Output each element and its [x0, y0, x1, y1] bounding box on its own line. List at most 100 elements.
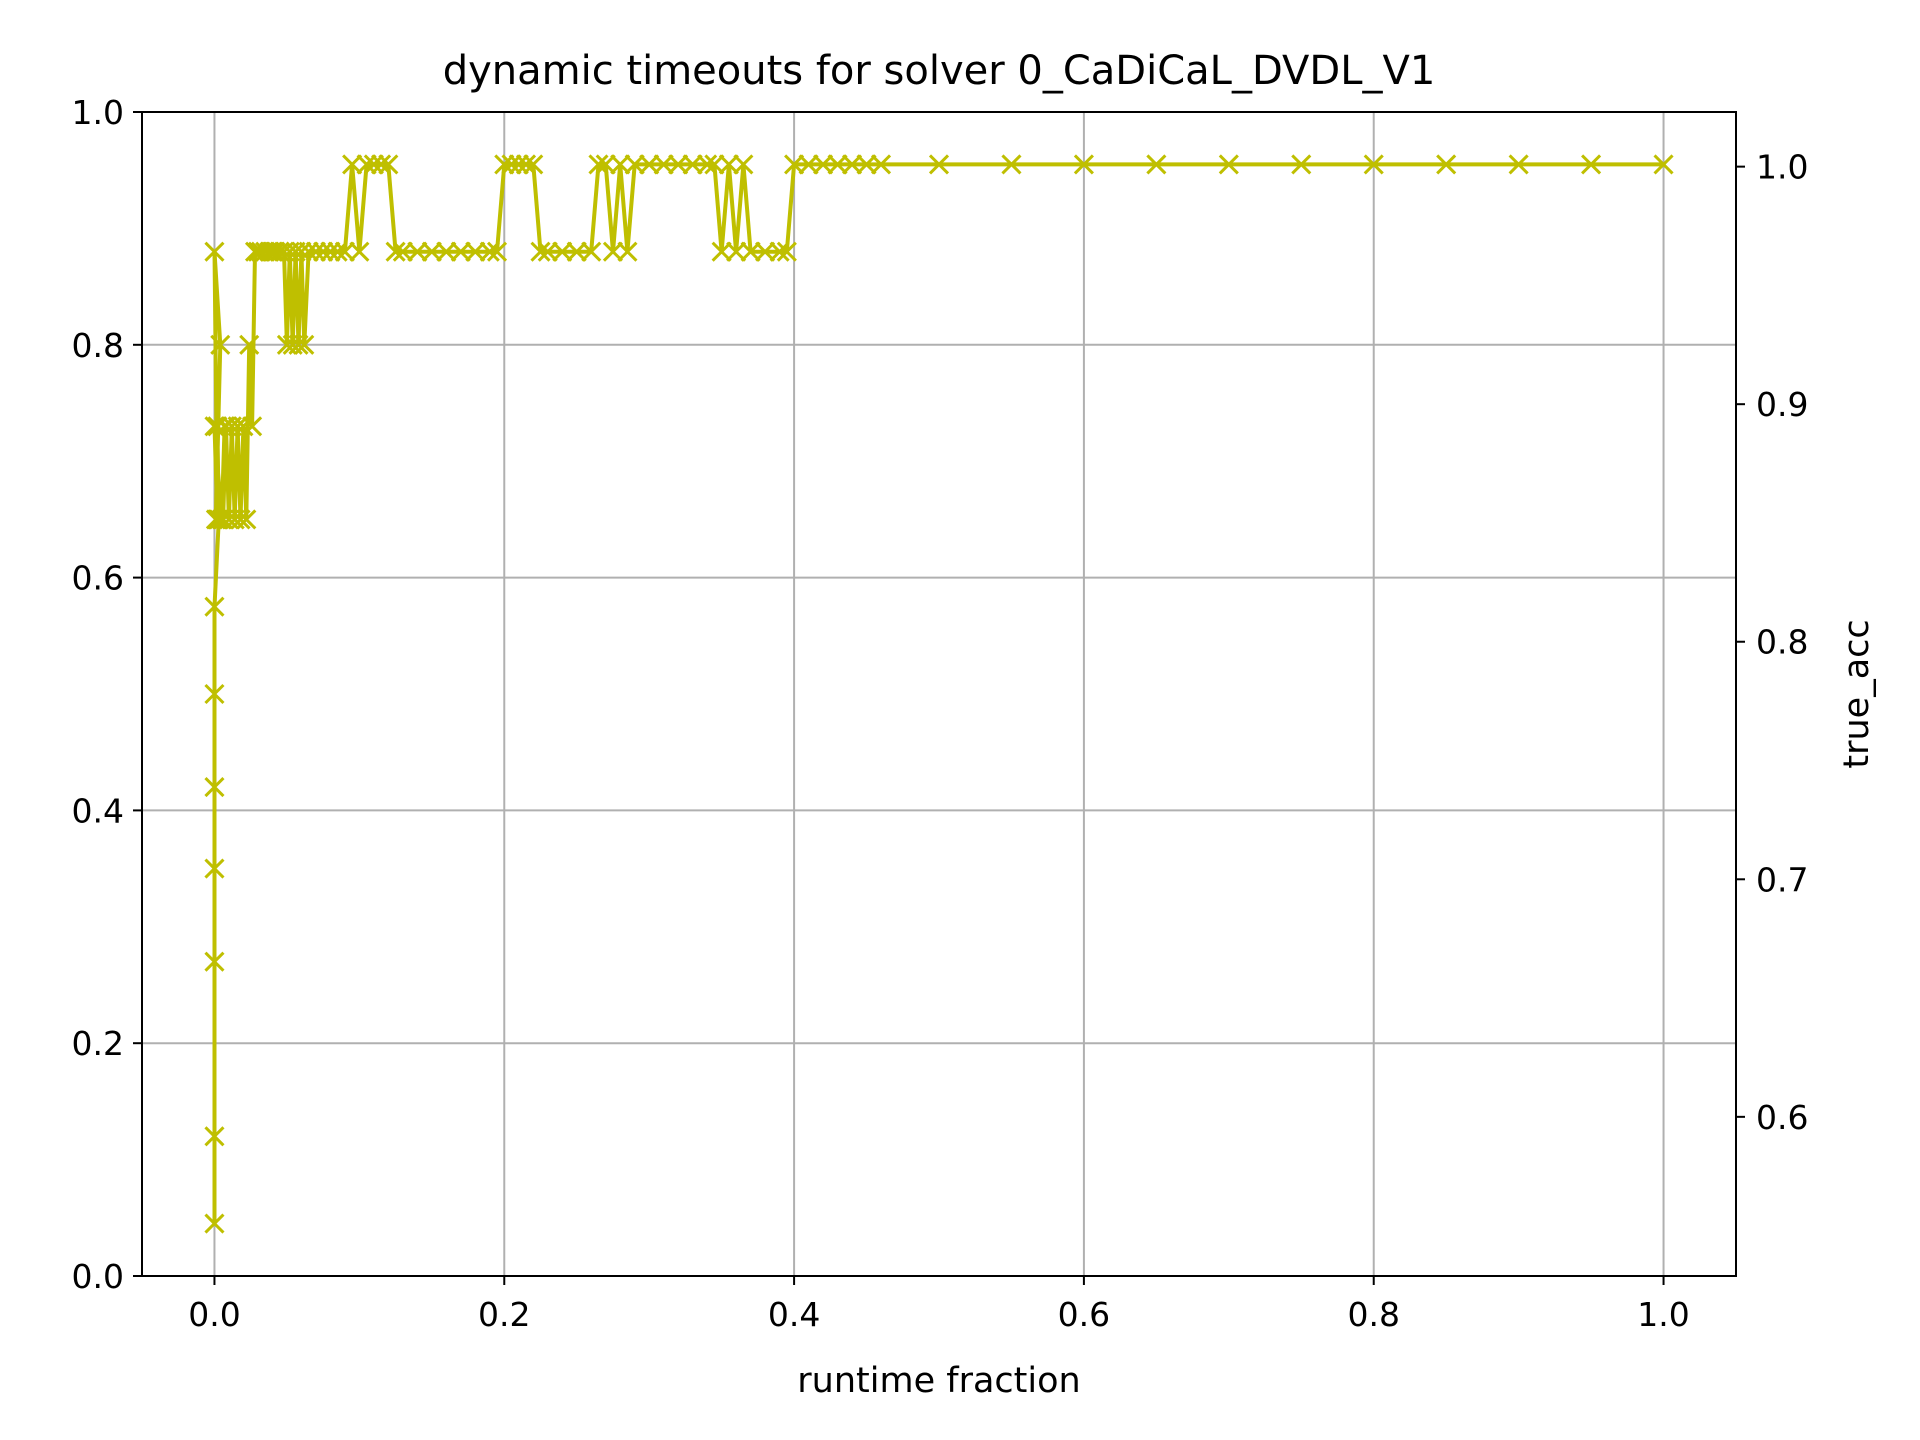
data-point [769, 241, 790, 262]
data-point [1291, 154, 1312, 175]
data-point [204, 858, 225, 879]
chart-title: dynamic timeouts for solver 0_CaDiCaL_DV… [443, 48, 1436, 94]
data-point [1363, 154, 1384, 175]
data-point [204, 1126, 225, 1147]
y-axis-left: 0.0 0.2 0.4 0.6 0.8 1.0 [72, 93, 142, 1296]
data-point [668, 154, 689, 175]
data-point [305, 241, 326, 262]
y-tick-label: 0.6 [72, 559, 124, 598]
y-tick-label: 0.2 [72, 1024, 124, 1063]
data-point [530, 241, 551, 262]
data-point [356, 154, 377, 175]
data-point [378, 154, 399, 175]
y-axis-right: 0.6 0.7 0.8 0.9 1.0 [1736, 148, 1808, 1137]
series-line [212, 162, 1664, 1224]
data-point [566, 241, 587, 262]
data-point [204, 1213, 225, 1234]
y2-tick-label: 0.8 [1756, 623, 1808, 662]
data-point [537, 241, 558, 262]
data-point [1073, 154, 1094, 175]
data-point [508, 154, 529, 175]
y-axis-right-label: true_acc [1837, 619, 1877, 768]
data-point [298, 241, 319, 262]
data-point [207, 416, 228, 437]
data-point [407, 241, 428, 262]
data-point [697, 154, 718, 175]
data-point [342, 154, 363, 175]
data-point [602, 241, 624, 262]
data-point [704, 154, 725, 175]
y2-tick-label: 0.6 [1756, 1098, 1808, 1137]
data-point [813, 154, 834, 175]
data-point [639, 154, 660, 175]
data-point [653, 154, 674, 175]
data-point [682, 154, 703, 175]
data-point [204, 241, 225, 262]
data-point [334, 241, 355, 262]
x-tick-label: 0.8 [1347, 1295, 1399, 1334]
data-point [204, 596, 225, 617]
data-point [1218, 154, 1239, 175]
data-point [291, 241, 312, 262]
y-tick-label: 1.0 [72, 93, 124, 132]
x-tick-label: 0.0 [188, 1295, 240, 1334]
data-point [233, 416, 254, 437]
data-point [265, 241, 286, 262]
data-point [436, 241, 457, 262]
data-point [320, 241, 341, 262]
data-point [740, 241, 761, 262]
data-point [928, 154, 950, 175]
data-point [581, 241, 602, 262]
data-point [588, 154, 609, 175]
x-tick-label: 0.4 [768, 1295, 820, 1334]
data-point [711, 241, 732, 262]
series-layer [204, 154, 1674, 1234]
data-point [755, 241, 776, 262]
plot-frame [141, 111, 1737, 1277]
data-point [465, 241, 486, 262]
y-tick-label: 0.4 [72, 791, 124, 830]
data-point [1001, 154, 1022, 175]
y-tick-label: 0.0 [72, 1257, 124, 1296]
data-point [595, 154, 616, 175]
data-point [798, 154, 819, 175]
data-point [856, 154, 877, 175]
data-point [486, 241, 508, 262]
y2-tick-label: 1.0 [1756, 148, 1808, 187]
data-point [210, 334, 231, 355]
data-point [501, 154, 522, 175]
data-point [479, 241, 500, 262]
data-point [204, 683, 225, 705]
data-point [204, 777, 225, 798]
data-point [1436, 154, 1457, 175]
data-point [363, 154, 384, 175]
data-point [718, 154, 739, 175]
data-point [204, 951, 225, 972]
data-point [242, 416, 263, 437]
data-point [841, 154, 863, 175]
data-point [624, 154, 645, 175]
data-point [327, 241, 348, 262]
data-point [421, 241, 442, 262]
data-point [1581, 154, 1602, 175]
data-point [239, 334, 260, 355]
data-point [1653, 154, 1674, 175]
x-axis: 0.0 0.2 0.4 0.6 0.8 1.0 [188, 1276, 1690, 1334]
data-point [1508, 154, 1529, 175]
data-point [230, 509, 251, 530]
data-point [784, 154, 805, 175]
data-point [349, 241, 370, 262]
data-point [313, 241, 334, 262]
data-point [523, 154, 544, 175]
data-point [294, 334, 315, 355]
x-tick-label: 1.0 [1637, 1295, 1689, 1334]
y2-tick-label: 0.7 [1756, 860, 1808, 899]
data-point [385, 241, 406, 262]
data-point [392, 241, 413, 262]
data-point [870, 154, 892, 175]
data-point [726, 241, 747, 262]
y2-tick-label: 0.9 [1756, 385, 1808, 424]
data-point [450, 241, 471, 262]
y-tick-label: 0.8 [72, 326, 124, 365]
